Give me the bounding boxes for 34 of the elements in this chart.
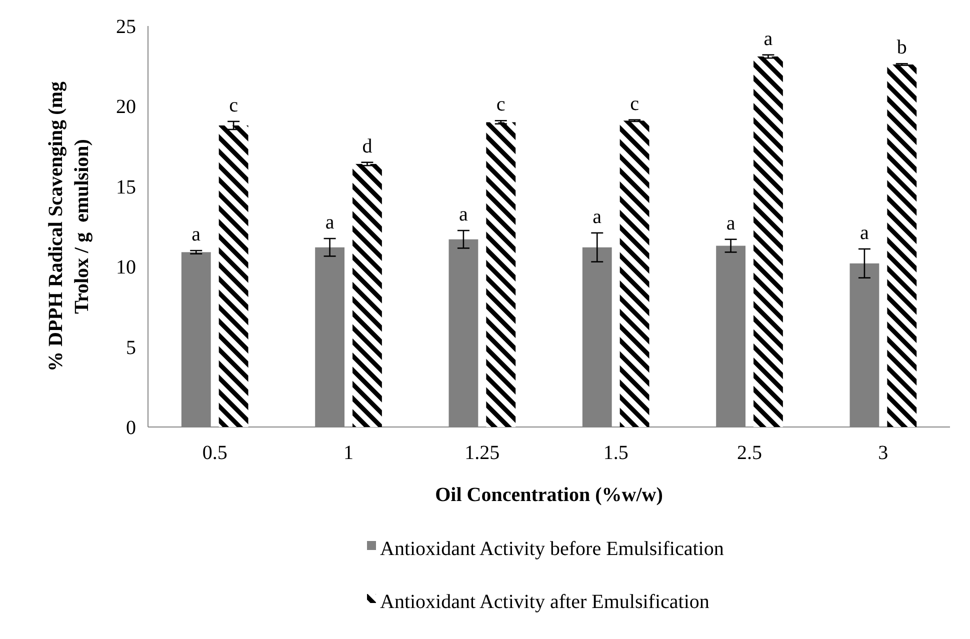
annotation: a — [860, 222, 870, 244]
y-tick-label: 0 — [126, 417, 136, 439]
bar — [218, 125, 248, 427]
y-tick-label: 15 — [116, 176, 136, 198]
bar — [620, 120, 650, 427]
y-tick-label: 5 — [126, 336, 136, 359]
annotation: d — [362, 135, 372, 158]
annotation: a — [592, 206, 602, 228]
x-tick-label: 1 — [344, 442, 354, 464]
x-tick-label: 0.5 — [202, 442, 228, 464]
annotation: c — [229, 94, 238, 116]
annotation: a — [764, 28, 773, 50]
y-tick-label: 25 — [116, 16, 136, 38]
x-tick-label: 1.25 — [464, 442, 500, 464]
x-axis-title: Oil Concentration (%w/w) — [435, 484, 663, 506]
annotation: a — [459, 204, 468, 226]
annotation: c — [496, 94, 506, 116]
annotation: a — [192, 224, 201, 246]
bar — [352, 164, 382, 427]
legend-label: Antioxidant Activity after Emulsification — [380, 591, 710, 613]
annotation: a — [325, 212, 334, 234]
bar — [486, 122, 516, 427]
annotation: b — [896, 36, 907, 59]
annotation: c — [630, 92, 640, 115]
y-tick-label: 20 — [116, 96, 136, 118]
bar — [887, 64, 917, 427]
legend-label: Antioxidant Activity before Emulsification — [380, 538, 724, 560]
x-tick-label: 1.5 — [603, 442, 628, 464]
x-tick-label: 3 — [878, 442, 888, 464]
x-tick-label: 2.5 — [737, 442, 762, 464]
annotation: a — [726, 212, 736, 234]
y-tick-label: 10 — [116, 256, 136, 279]
y-axis-title: % DPPH Radical Scavenging (mg Trolox / g emulsion) — [45, 82, 93, 372]
bar — [754, 56, 783, 427]
